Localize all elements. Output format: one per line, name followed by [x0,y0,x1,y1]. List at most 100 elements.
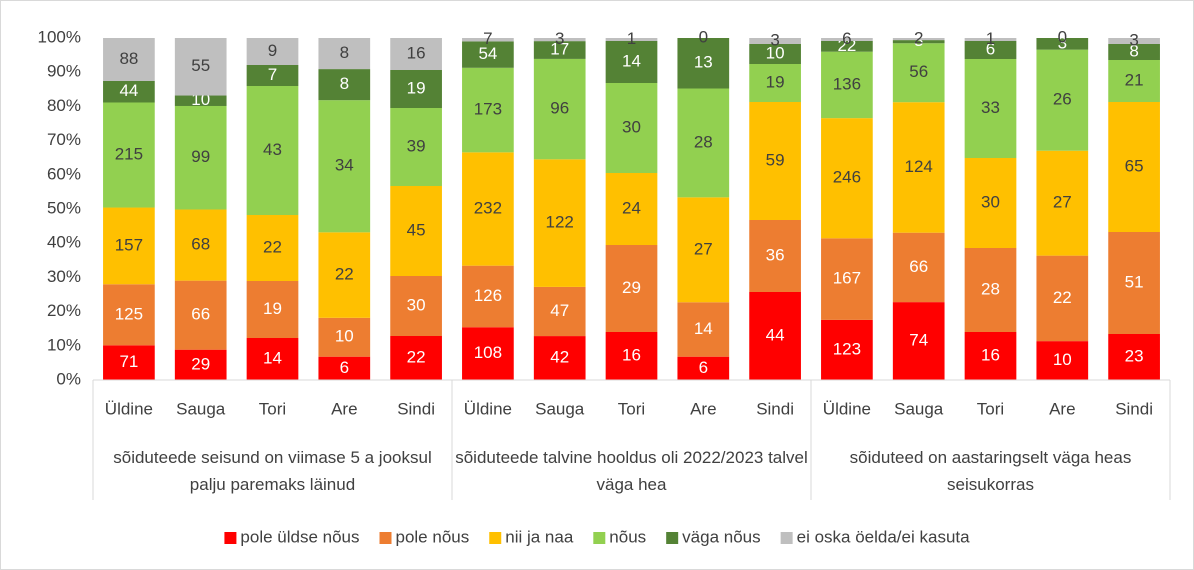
data-label: 28 [981,279,1000,298]
bar-segment [964,332,1017,380]
x-tick-label: Sauga [894,399,944,418]
bar-segment [1036,38,1089,50]
data-label: 122 [546,213,574,232]
legend-label: ei oska öelda/ei kasuta [797,527,970,546]
bar-segment [821,118,873,239]
bar-segment [246,281,299,338]
data-label: 136 [833,74,861,93]
legend-label: pole nõus [396,527,470,546]
bar-segment [462,152,514,266]
bar-segment [318,317,371,357]
data-label: 55 [191,56,210,75]
y-tick-label: 100% [38,27,81,46]
y-tick-label: 90% [47,62,81,81]
data-label: 8 [340,43,349,62]
data-label: 74 [909,331,928,350]
bar-segment [318,100,371,233]
y-tick-label: 40% [47,233,81,252]
data-label: 30 [407,295,426,314]
bar-segment [964,59,1017,158]
data-label: 44 [766,325,785,344]
data-label: 23 [1125,346,1144,365]
bar-segment [892,43,945,103]
bar-segment [1108,44,1160,60]
data-label: 6 [699,358,708,377]
bar-segment [174,38,227,96]
bar-segment [892,302,945,380]
bar-segment [103,80,155,103]
data-label: 39 [407,136,426,155]
legend-swatch [379,532,392,544]
data-label: 3 [555,29,564,48]
data-label: 22 [263,237,282,256]
data-label: 157 [115,235,143,254]
bar-segment [1036,150,1089,256]
data-label: 99 [191,147,210,166]
data-label: 30 [622,117,641,136]
bar-segment [390,336,442,380]
bar-segment [533,286,586,337]
data-label: 16 [622,345,641,364]
x-tick-label: Are [1049,399,1075,418]
bar-segment [605,83,658,173]
x-tick-label: Are [690,399,716,418]
bar-segment [174,209,227,281]
data-label: 10 [766,43,785,62]
data-label: 26 [1053,90,1072,109]
data-label: 14 [263,348,282,367]
data-label: 13 [694,53,713,72]
data-label: 44 [119,81,138,100]
group-label: sõiduteed on aastaringselt väga heas sei… [849,448,1132,494]
data-label: 14 [694,319,713,338]
data-label: 125 [115,304,143,323]
data-label: 215 [115,144,143,163]
bar-segment [390,70,442,108]
bar-segment [821,38,873,41]
x-tick-label: Üldine [464,399,512,418]
bar-segment [964,38,1017,41]
x-tick-label: Üldine [823,399,871,418]
bar-segment [821,319,873,380]
bar-segment [964,41,1017,59]
data-label: 68 [191,235,210,254]
bar-segment [462,41,514,68]
bar-segment [749,102,801,220]
bar-segment [605,38,658,41]
data-label: 0 [699,27,708,46]
group-label: sõiduteede talvine hooldus oli 2022/2023… [455,448,808,494]
bar-segment [677,302,730,357]
data-label: 19 [263,299,282,318]
bar-segment [103,102,155,208]
data-label: 16 [981,345,1000,364]
data-label: 22 [1053,288,1072,307]
bar-segment [390,108,442,186]
bar-segment [246,38,299,65]
bar-segment [605,173,658,245]
bar-segment [605,332,658,380]
data-label: 8 [1129,41,1138,60]
data-label: 124 [905,157,933,176]
bar-segment [605,41,658,83]
bar-segment [174,349,227,380]
data-label: 0 [1058,27,1067,46]
data-label: 123 [833,339,861,358]
bar-segment [246,338,299,380]
data-label: 42 [550,348,569,367]
data-label: 27 [1053,193,1072,212]
data-label: 10 [335,327,354,346]
data-label: 16 [407,43,426,62]
legend-label: nii ja naa [505,527,574,546]
y-tick-label: 30% [47,267,81,286]
x-tick-label: Tori [618,399,645,418]
bar-segment [174,280,227,350]
data-label: 51 [1125,272,1144,291]
data-label: 30 [981,192,1000,211]
data-label: 3 [1058,33,1067,52]
legend-label: väga nõus [682,527,760,546]
data-label: 3 [1129,30,1138,49]
bar-segment [174,95,227,106]
bar-segment [318,232,371,318]
bar-segment [1036,49,1089,151]
data-label: 246 [833,168,861,187]
data-label: 29 [622,278,641,297]
